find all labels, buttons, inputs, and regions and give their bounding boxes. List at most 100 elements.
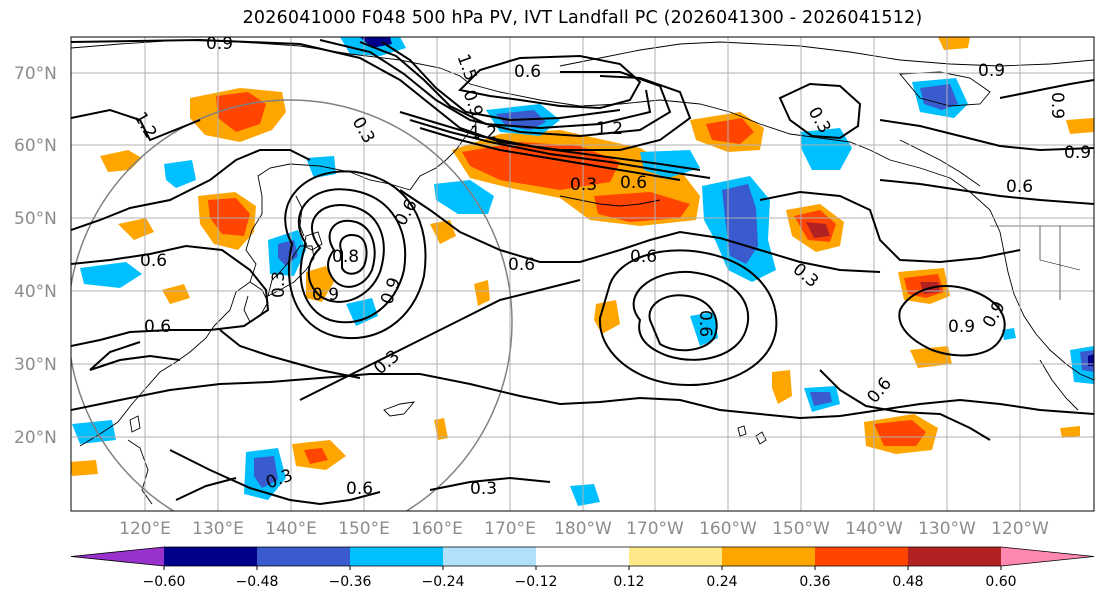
- shade-alaska-red: [706, 118, 754, 144]
- contour-label: 0.3: [269, 271, 289, 298]
- coast-hawaii: [737, 425, 767, 445]
- colorbar-segment: [536, 547, 630, 566]
- lat-label: 60°N: [14, 136, 57, 156]
- contour-label: 0.6: [140, 251, 167, 271]
- contour-south-5: [89, 354, 181, 371]
- contour-south-6: [175, 477, 237, 501]
- contour-east-1: [759, 190, 1021, 264]
- shade-sw-orange2: [772, 370, 792, 404]
- colorbar-segment: [629, 547, 723, 566]
- lon-label: 130°E: [192, 519, 244, 539]
- lon-label: 160°E: [411, 519, 463, 539]
- contour-label: 0.9: [206, 34, 233, 54]
- coast-aleutians: [559, 195, 661, 207]
- lon-label: 130°W: [918, 519, 976, 539]
- colorbar-segment: [350, 547, 444, 566]
- colorbar-segment: [164, 547, 258, 566]
- coast-kamchatka: [409, 109, 477, 191]
- shade-japan-royal: [278, 240, 298, 266]
- contour-jet-3: [419, 127, 681, 181]
- shade-gulf-royal: [722, 184, 758, 264]
- colorbar: −0.60 −0.48 −0.36 −0.24 −0.12 0.12 0.24 0.36 0.4…: [70, 546, 1095, 590]
- contour-low-2: [327, 219, 376, 288]
- shade-arctic-royal: [920, 84, 958, 110]
- colorbar-tick-label: −0.24: [422, 574, 465, 590]
- contour-arctic-1: [71, 38, 692, 151]
- colorbar-tick-label: −0.48: [236, 574, 279, 590]
- contour-label: 0.6: [695, 310, 715, 337]
- contour-low-1: [307, 204, 385, 303]
- colorbar-tick-label: 0.36: [799, 574, 830, 590]
- shade-small-blue: [1002, 328, 1016, 340]
- contour-west-1: [71, 108, 201, 142]
- coast-us-borders: [990, 225, 1094, 300]
- contour-west-4: [219, 329, 361, 379]
- colorbar-tick-label: 0.12: [613, 574, 644, 590]
- coast-asia-east: [79, 175, 263, 447]
- lon-label: 170°W: [626, 519, 684, 539]
- colorbar-extend-right: [1001, 547, 1094, 566]
- colorbar-segment: [908, 547, 1002, 566]
- shade-japan-blue2: [346, 298, 378, 326]
- contour-south-4: [819, 369, 991, 441]
- contour-loop-wide: [598, 249, 778, 386]
- contour-low-5: [284, 170, 427, 340]
- contour-arctic-3: [359, 41, 652, 130]
- lon-label: 120°E: [119, 519, 171, 539]
- lon-label: 140°E: [265, 519, 317, 539]
- lon-label: 150°W: [772, 519, 830, 539]
- lat-label: 20°N: [14, 428, 57, 448]
- lon-label: 160°W: [699, 519, 757, 539]
- lat-label: 40°N: [14, 282, 57, 302]
- contour-jet-1: [399, 111, 701, 171]
- lon-label: 140°W: [845, 519, 903, 539]
- contour-label: 0.6: [346, 479, 373, 499]
- lon-label: 180°W: [554, 519, 612, 539]
- contour-label: 0.3: [570, 175, 597, 195]
- coast-japan-hokkaido: [303, 231, 323, 251]
- coast-island-small: [383, 401, 416, 417]
- shade-arctic-navy: [360, 37, 392, 48]
- contour-label: 0.9: [978, 61, 1005, 81]
- shade-east-navy: [1088, 354, 1094, 366]
- colorbar-tick-label: −0.12: [515, 574, 558, 590]
- contour-label: 0.9: [1047, 92, 1067, 119]
- coast-arctic-north: [559, 41, 1094, 67]
- contour-west-2: [71, 149, 311, 231]
- coast-sakhalin: [295, 195, 305, 237]
- colorbar-tick-label: 0.24: [706, 574, 737, 590]
- longitude-labels: 120°E 130°E 140°E 150°E 160°E 170°E 180°…: [119, 519, 1049, 539]
- contour-jet-2: [409, 119, 711, 179]
- contour-label: 1.2: [596, 119, 623, 139]
- contour-label: 0.9: [948, 317, 975, 337]
- shade-far-orange: [1060, 426, 1080, 438]
- lon-label: 150°E: [338, 519, 390, 539]
- contour-south-3: [429, 476, 551, 491]
- coast-baja: [1039, 359, 1079, 411]
- colorbar-segment: [722, 547, 816, 566]
- contour-arctic-loop: [457, 54, 642, 110]
- contour-label: 0.6: [144, 317, 171, 337]
- shade-south-red: [304, 448, 328, 464]
- shade-asia-blue: [80, 262, 142, 288]
- contour-west-3: [71, 244, 270, 347]
- contour-arctic-2: [319, 39, 672, 138]
- shade-hawaii-red: [874, 420, 926, 446]
- colorbar-extend-left: [71, 547, 164, 566]
- contour-east-4: [879, 179, 1094, 205]
- lon-label: 170°E: [484, 519, 536, 539]
- map-title: 2026041000 F048 500 hPa PV, IVT Landfall…: [242, 8, 923, 28]
- landfall-region-circle: [71, 99, 513, 511]
- contour-south-2: [169, 449, 381, 506]
- contour-arctic-4: [381, 41, 621, 122]
- contour-label: 0.9: [1064, 143, 1091, 163]
- lon-label: 120°W: [991, 519, 1049, 539]
- colorbar-tick-label: 0.60: [985, 574, 1016, 590]
- contour-east-6: [999, 79, 1094, 99]
- shade-south-orange: [71, 460, 98, 476]
- colorbar-tick-label: 0.48: [892, 574, 923, 590]
- contour-low-3: [339, 234, 368, 275]
- shade-south-royal: [254, 456, 278, 488]
- contour-low-4: [297, 188, 406, 324]
- coast-bc: [899, 139, 981, 187]
